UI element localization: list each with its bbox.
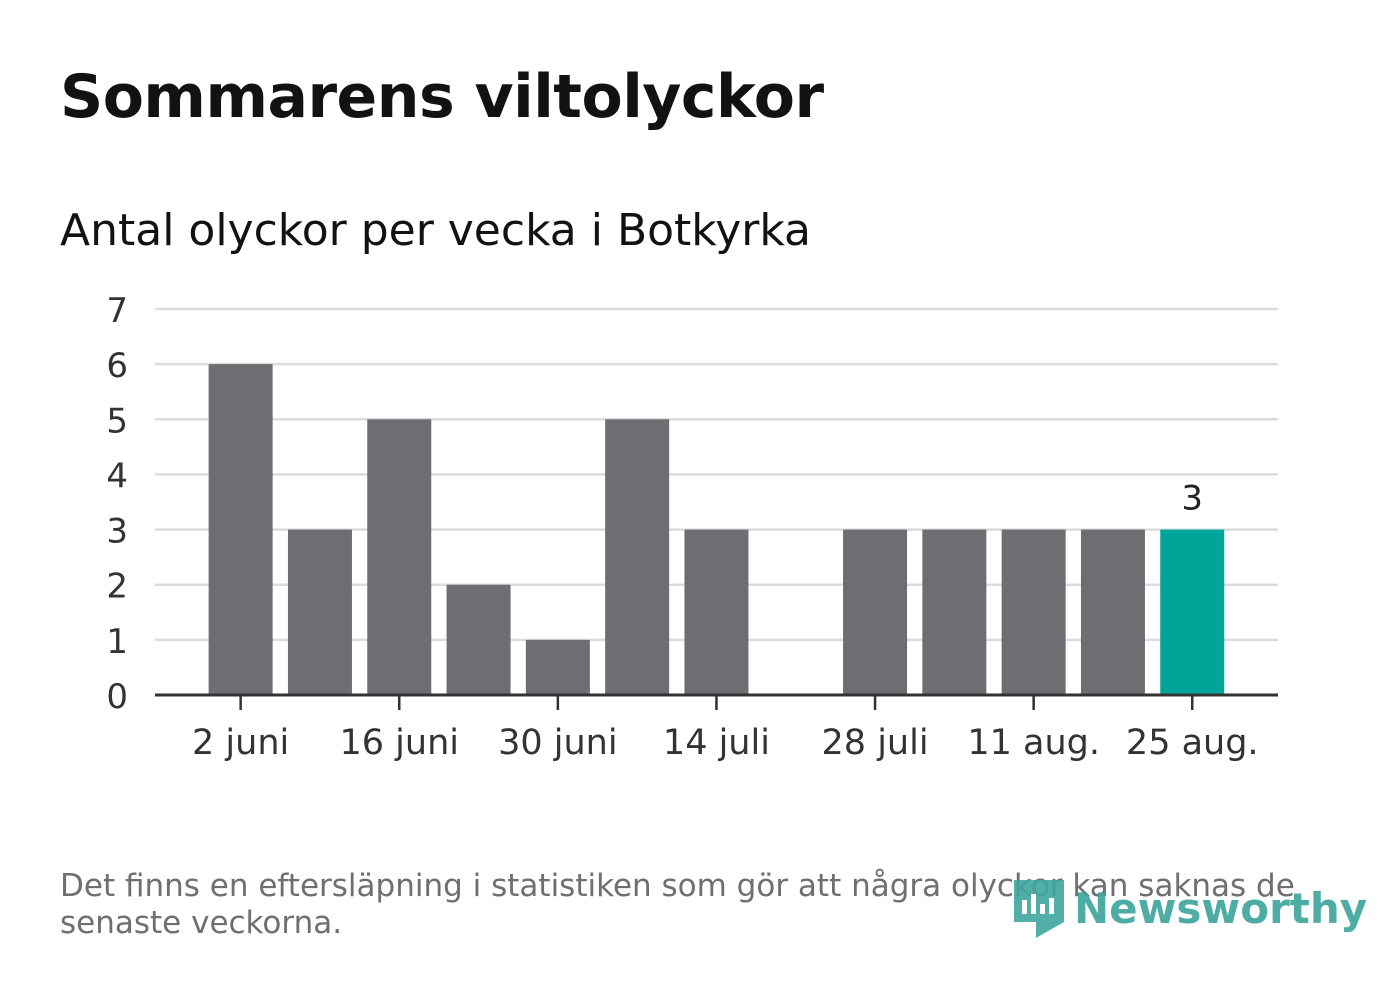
bar [1080,529,1145,695]
data-label: 3 [1181,479,1203,519]
bar [922,529,987,695]
x-tick-label: 25 aug. [1126,723,1259,763]
newsworthy-logo-icon [1014,880,1064,938]
bar [525,639,590,695]
y-tick-label: 5 [106,401,128,441]
x-tick-label: 2 juni [192,723,289,763]
x-tick-label: 30 juni [498,723,617,763]
y-tick-label: 1 [106,622,128,662]
bar [1001,529,1066,695]
bar [843,529,908,695]
chart-subtitle: Antal olyckor per vecka i Botkyrka [60,205,812,256]
bar [287,529,352,695]
x-tick-label: 28 juli [822,723,929,763]
bar-chart: 0 1 2 3 4 5 6 7 3 2 juni 16 juni 30 juni 14 juli 28 j… [106,291,1278,763]
x-tick-label: 11 aug. [967,723,1100,763]
bar [605,419,670,695]
y-tick-label: 7 [106,291,128,331]
y-tick-label: 2 [106,567,128,607]
bar [446,584,511,695]
bar [1160,529,1225,695]
y-tick-label: 3 [106,512,128,552]
bar [208,364,273,695]
x-tick-label: 14 juli [663,723,770,763]
newsworthy-logo: Newsworthy [1010,876,1367,940]
chart-title: Sommarens viltolyckor [60,62,824,132]
y-tick-label: 4 [106,456,128,496]
x-tick-label: 16 juni [340,723,459,763]
y-tick-label: 6 [106,346,128,386]
logo-text: Newsworthy [1074,883,1368,933]
bar [684,529,749,695]
footnote: Det finns en eftersläpning i statistiken… [60,868,1295,941]
bar [367,419,432,695]
y-tick-label: 0 [106,677,128,717]
